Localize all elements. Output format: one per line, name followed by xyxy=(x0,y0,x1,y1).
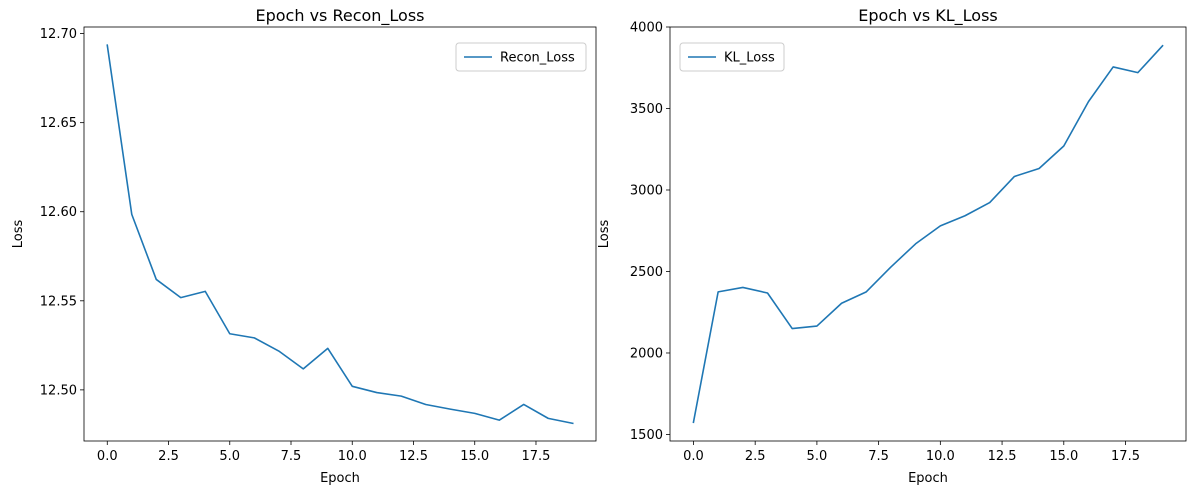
y-tick-label: 12.55 xyxy=(40,294,77,309)
x-tick-label: 17.5 xyxy=(1111,449,1140,464)
axes-frame xyxy=(83,26,597,442)
y-axis-label: Loss xyxy=(597,220,612,249)
x-tick-label: 10.0 xyxy=(926,449,955,464)
y-tick-label: 4000 xyxy=(630,21,663,36)
chart-title: Epoch vs KL_Loss xyxy=(858,6,997,26)
y-tick-label: 12.65 xyxy=(40,116,77,131)
y-tick-label: 2000 xyxy=(630,346,663,361)
x-tick-label: 15.0 xyxy=(460,449,489,464)
axes-frame xyxy=(669,26,1187,442)
x-tick-label: 2.5 xyxy=(745,449,766,464)
chart-kl-loss: Epoch vs KL_Loss Epoch Loss 0.0 2.5 5.0 7.5 10.… xyxy=(597,6,1187,486)
series-line-recon-loss xyxy=(106,44,574,425)
y-tick-label: 1500 xyxy=(630,428,663,443)
y-tick-label: 12.50 xyxy=(40,383,77,398)
y-tick-label: 3500 xyxy=(630,102,663,117)
legend-label: Recon_Loss xyxy=(500,51,575,66)
x-tick-label: 12.5 xyxy=(399,449,428,464)
x-tick-label: 7.5 xyxy=(281,449,302,464)
x-tick-label: 17.5 xyxy=(522,449,551,464)
series-line-kl-loss xyxy=(692,44,1164,424)
legend: Recon_Loss xyxy=(455,42,587,72)
legend-box xyxy=(679,42,785,72)
legend: KL_Loss xyxy=(679,42,785,72)
legend-box xyxy=(455,42,587,72)
x-axis-label: Epoch xyxy=(320,471,360,486)
legend-label: KL_Loss xyxy=(724,51,775,66)
x-tick-label: 12.5 xyxy=(988,449,1017,464)
x-tick-label: 0.0 xyxy=(97,449,118,464)
x-tick-label: 0.0 xyxy=(683,449,704,464)
x-tick-label: 15.0 xyxy=(1049,449,1078,464)
chart-recon-loss: Epoch vs Recon_Loss Epoch Loss 0.0 2.5 5.0 7.5… xyxy=(11,6,597,486)
y-axis-label: Loss xyxy=(11,220,26,249)
y-tick-label: 2500 xyxy=(630,265,663,280)
x-tick-label: 10.0 xyxy=(338,449,367,464)
y-tick-label: 12.60 xyxy=(40,205,77,220)
x-tick-label: 5.0 xyxy=(807,449,828,464)
y-tick-label: 3000 xyxy=(630,183,663,198)
x-tick-label: 5.0 xyxy=(219,449,240,464)
x-axis-label: Epoch xyxy=(908,471,948,486)
x-tick-label: 2.5 xyxy=(158,449,179,464)
chart-title: Epoch vs Recon_Loss xyxy=(255,6,424,26)
x-tick-label: 7.5 xyxy=(868,449,889,464)
y-tick-label: 12.70 xyxy=(40,27,77,42)
